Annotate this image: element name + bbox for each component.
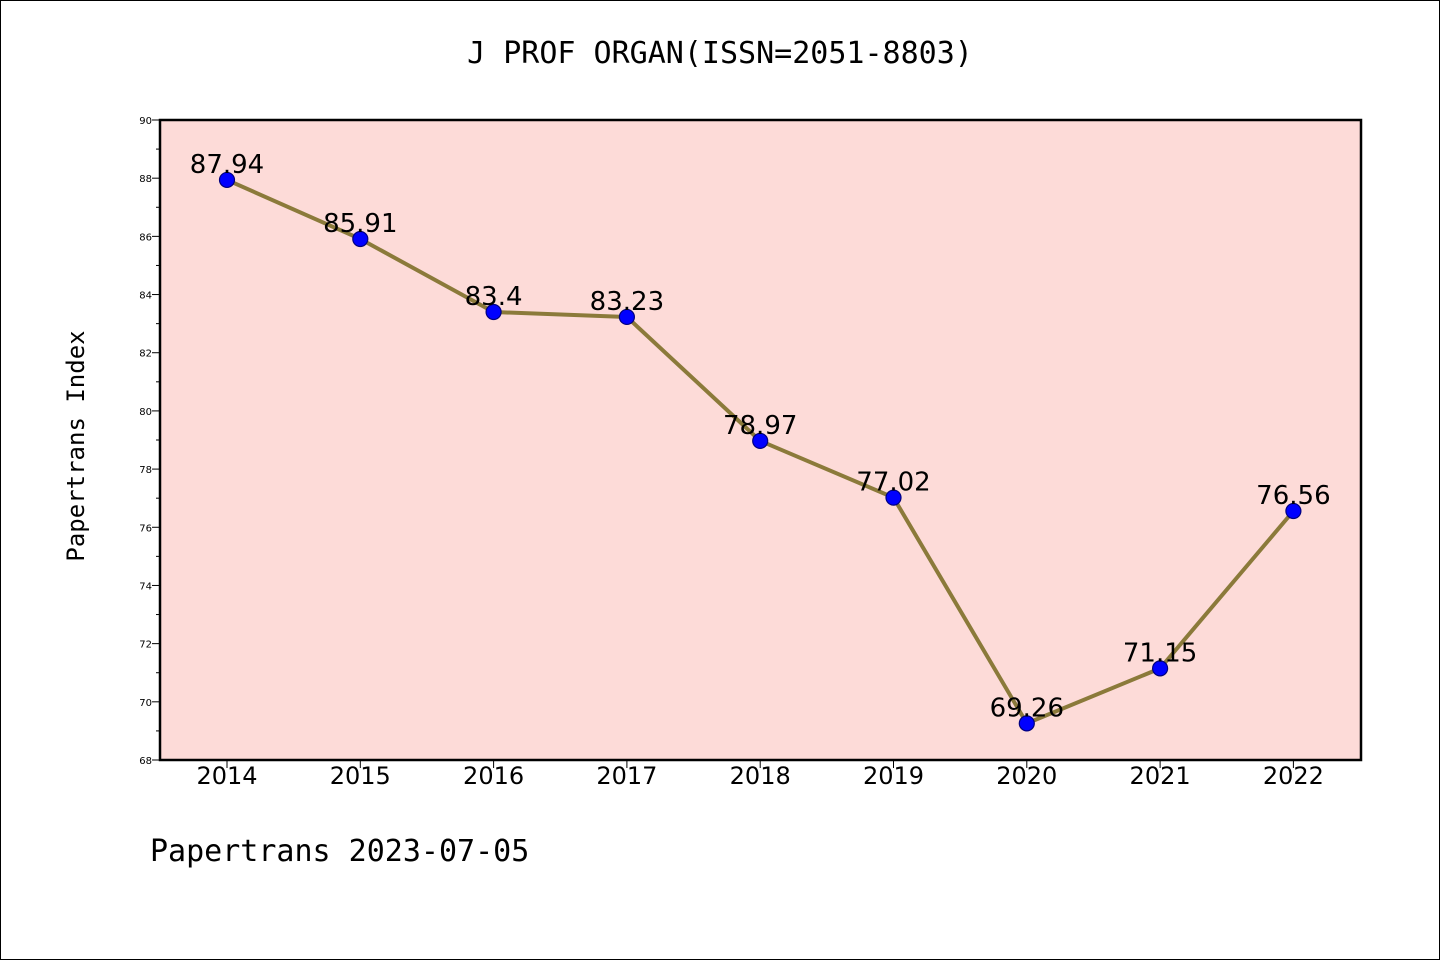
markers-group xyxy=(218,171,1302,732)
y-tick-label: 68 xyxy=(139,756,152,767)
y-tick-label: 78 xyxy=(139,465,152,476)
data-label: 85.91 xyxy=(323,209,397,239)
x-tick-label: 2019 xyxy=(863,762,924,790)
y-tick-label: 74 xyxy=(139,581,152,592)
x-axis: 2014 2015 2016 2017 2018 2019 2020 2021 2022 xyxy=(196,760,1324,790)
data-point xyxy=(618,308,636,326)
data-label: 78.97 xyxy=(723,411,797,441)
y-tick-label: 80 xyxy=(139,407,152,418)
y-tick-label: 84 xyxy=(139,291,152,302)
data-point xyxy=(1151,660,1169,677)
x-tick-label: 2018 xyxy=(730,762,791,790)
data-label: 76.56 xyxy=(1256,481,1330,511)
data-label: 87.94 xyxy=(190,150,264,180)
y-tick-label: 76 xyxy=(139,523,152,534)
data-label: 83.23 xyxy=(590,287,664,317)
data-point xyxy=(485,303,502,321)
x-tick-label: 2022 xyxy=(1263,762,1324,790)
data-label: 77.02 xyxy=(856,468,930,498)
x-tick-label: 2016 xyxy=(463,762,524,790)
plot-border xyxy=(158,118,1363,762)
x-tick-label: 2021 xyxy=(1130,762,1191,790)
y-tick-label: 88 xyxy=(139,174,152,185)
y-tick-label: 70 xyxy=(139,698,152,709)
footer-text: Papertrans 2023-07-05 xyxy=(150,834,530,869)
data-point xyxy=(352,230,369,248)
data-point xyxy=(885,489,902,506)
x-tick-label: 2017 xyxy=(596,762,657,790)
data-label: 71.15 xyxy=(1123,638,1197,668)
data-labels-group: 87.94 85.91 83.4 83.23 78.97 77.02 69.26 71.15 7… xyxy=(190,150,1331,723)
x-tick-label: 2020 xyxy=(996,762,1057,790)
y-tick-label: 90 xyxy=(139,116,152,127)
x-tick-label: 2015 xyxy=(330,762,391,790)
data-point xyxy=(1018,715,1035,732)
data-label: 83.4 xyxy=(465,282,523,312)
y-tick-label: 82 xyxy=(139,349,152,360)
y-tick-label: 72 xyxy=(139,640,152,651)
x-tick-label: 2014 xyxy=(196,762,257,790)
y-axis: 68 70 72 74 76 78 80 82 84 86 88 90 xyxy=(139,116,160,767)
y-tick-label: 86 xyxy=(139,232,152,243)
data-point xyxy=(218,171,236,189)
chart-title: J PROF ORGAN(ISSN=2051-8803) xyxy=(467,36,973,71)
data-label: 69.26 xyxy=(990,693,1064,723)
data-point xyxy=(1285,502,1302,520)
data-point xyxy=(752,432,769,449)
